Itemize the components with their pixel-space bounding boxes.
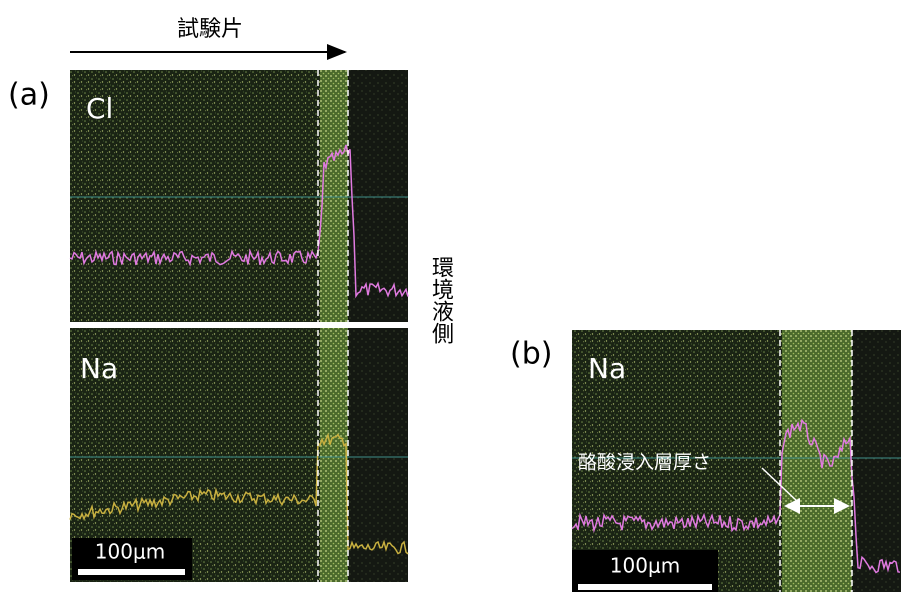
- arrow-label: 試験片: [177, 17, 243, 42]
- map-region: [70, 70, 320, 322]
- line-profile: [69, 432, 409, 555]
- panel-a-bottom: Na 100μm: [69, 328, 409, 582]
- panel-b: Na 酪酸浸入層厚さ 100μm: [571, 330, 901, 592]
- map-layer: [320, 328, 348, 582]
- map-solution: [852, 330, 901, 592]
- map-solution: [348, 328, 408, 582]
- annotation: 酪酸浸入層厚さ: [578, 452, 711, 474]
- separator: [70, 322, 408, 328]
- scale-bar: [578, 584, 712, 590]
- map-region: [572, 330, 782, 592]
- leader-line: [761, 467, 799, 503]
- panel-a-top: Cl: [69, 70, 409, 322]
- panel-tag: (a): [8, 78, 50, 113]
- element-label: Na: [588, 352, 626, 385]
- side-label: 環境液側: [428, 256, 454, 344]
- line-profile: [69, 144, 409, 299]
- map-layer: [320, 70, 348, 322]
- element-label: Cl: [86, 92, 113, 125]
- scale-label: 100μm: [95, 540, 165, 564]
- scale-bar: [78, 569, 185, 575]
- element-label: Na: [80, 352, 118, 385]
- scale-label: 100μm: [610, 554, 680, 578]
- line-profile: [571, 418, 901, 574]
- map-solution: [348, 70, 408, 322]
- panel-tag: (b): [510, 337, 552, 372]
- map-layer: [782, 330, 852, 592]
